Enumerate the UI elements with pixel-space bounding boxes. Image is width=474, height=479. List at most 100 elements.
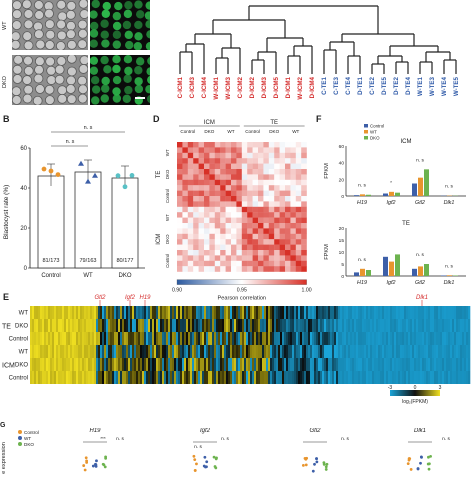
heat-cell — [301, 228, 307, 234]
heat-cell — [92, 345, 94, 358]
gfp-embryo — [134, 0, 142, 8]
heat-cell — [34, 306, 36, 319]
heat-cell — [114, 345, 116, 358]
heat-cell — [274, 191, 280, 197]
heat-cell — [294, 358, 296, 371]
heat-cell — [212, 345, 214, 358]
heat-cell — [420, 332, 422, 345]
heat-cell — [222, 345, 224, 358]
gfp-embryo — [124, 86, 132, 94]
heat-cell — [240, 332, 242, 345]
gfp-embryo — [124, 10, 132, 18]
heat-cell — [142, 306, 144, 319]
heat-cell — [208, 371, 210, 384]
heat-cell — [318, 306, 320, 319]
heat-cell — [188, 332, 190, 345]
bar — [418, 266, 423, 276]
heat-cell — [108, 306, 110, 319]
heat-cell — [188, 174, 194, 180]
heat-cell — [66, 306, 68, 319]
heat-cell — [215, 191, 221, 197]
heat-cell — [106, 358, 108, 371]
heat-cell — [368, 345, 370, 358]
heat-cell — [98, 345, 100, 358]
heat-cell — [446, 319, 448, 332]
heat-cell — [285, 147, 291, 153]
heat-cell — [256, 306, 258, 319]
heat-cell — [196, 371, 198, 384]
heat-cell — [54, 371, 56, 384]
heat-cell — [422, 371, 424, 384]
heat-cell — [290, 185, 296, 191]
heat-cell — [258, 223, 264, 229]
top-subgroup-label: DKO — [269, 129, 279, 134]
heat-cell — [314, 306, 316, 319]
heat-cell — [176, 319, 178, 332]
heat-cell — [442, 306, 444, 319]
heat-cell — [296, 169, 302, 175]
heat-cell — [285, 266, 291, 272]
data-point — [193, 455, 196, 458]
heat-cell — [106, 319, 108, 332]
heat-cell — [242, 153, 248, 159]
legend-swatch — [364, 124, 368, 128]
heat-cell — [438, 371, 440, 384]
heat-cell — [466, 371, 468, 384]
heat-cell — [74, 332, 76, 345]
heat-cell — [440, 306, 442, 319]
legend-swatch — [364, 130, 368, 134]
heat-cell — [112, 306, 114, 319]
heat-cell — [398, 358, 400, 371]
heat-cell — [290, 345, 292, 358]
heat-cell — [182, 239, 188, 245]
heat-cell — [231, 164, 237, 170]
heat-cell — [264, 332, 266, 345]
heat-cell — [108, 332, 110, 345]
significance-label: n. s — [416, 158, 424, 163]
heat-cell — [236, 158, 242, 164]
heat-cell — [160, 306, 162, 319]
heat-cell — [52, 319, 54, 332]
heat-cell — [247, 158, 253, 164]
heat-cell — [84, 358, 86, 371]
heat-cell — [94, 371, 96, 384]
heat-cell — [247, 223, 253, 229]
heat-cell — [234, 306, 236, 319]
heat-cell — [208, 306, 210, 319]
heat-cell — [274, 228, 280, 234]
heat-cell — [234, 371, 236, 384]
heat-cell — [274, 169, 280, 175]
heat-cell — [256, 371, 258, 384]
heat-cell — [388, 358, 390, 371]
heat-cell — [162, 358, 164, 371]
heat-cell — [310, 332, 312, 345]
data-point — [193, 458, 196, 461]
heat-cell — [340, 371, 342, 384]
heat-cell — [204, 234, 210, 240]
heat-cell — [220, 185, 226, 191]
embryo — [24, 9, 33, 18]
heat-cell — [188, 239, 194, 245]
heat-cell — [236, 250, 242, 256]
heat-cell — [400, 319, 402, 332]
heat-cell — [238, 371, 240, 384]
heat-cell — [274, 306, 276, 319]
embryo — [35, 10, 44, 19]
heat-cell — [352, 332, 354, 345]
heat-cell — [454, 345, 456, 358]
heat-cell — [301, 218, 307, 224]
gfp-embryo — [123, 21, 131, 29]
heat-cell — [280, 306, 282, 319]
heat-cell — [290, 223, 296, 229]
gfp-embryo — [90, 29, 98, 37]
heat-cell — [182, 142, 188, 148]
heat-cell — [208, 319, 210, 332]
heat-cell — [328, 358, 330, 371]
gfp-embryo — [101, 77, 109, 85]
heat-cell — [226, 201, 232, 207]
heat-cell — [234, 358, 236, 371]
heat-cell — [204, 201, 210, 207]
row-label: WT — [19, 311, 29, 317]
heat-cell — [92, 332, 94, 345]
heat-cell — [288, 345, 290, 358]
